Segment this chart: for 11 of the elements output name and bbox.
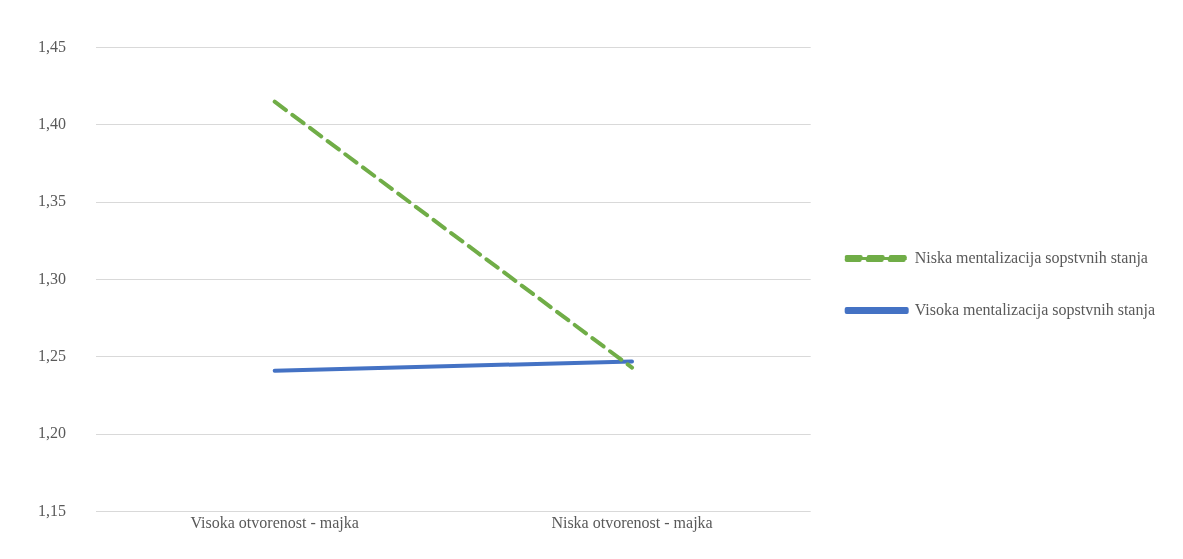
x-tick-label: Niska otvorenost - majka <box>551 514 713 533</box>
y-tick-label: 1,40 <box>38 115 66 133</box>
y-tick-label: 1,45 <box>38 37 66 55</box>
y-tick-label: 1,30 <box>38 269 66 287</box>
x-tick-label: Visoka otvorenost - majka <box>190 514 359 533</box>
legend-label: Niska mentalizacija sopstvnih stanja <box>914 248 1148 267</box>
y-tick-label: 1,20 <box>38 424 66 442</box>
y-tick-label: 1,25 <box>38 347 66 364</box>
legend-label: Visoka mentalizacija sopstvnih stanja <box>914 300 1155 319</box>
y-tick-label: 1,15 <box>38 501 66 519</box>
y-tick-label: 1,35 <box>38 192 66 210</box>
